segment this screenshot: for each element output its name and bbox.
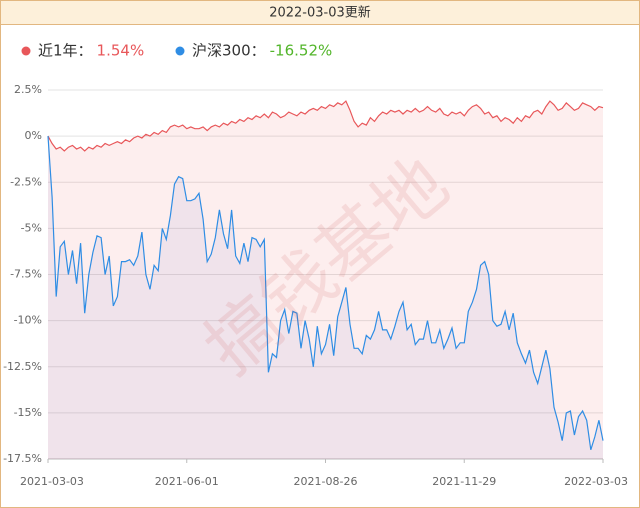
y-tick-label: -5% [21,221,42,234]
x-tick-label: 2022-03-03 [564,475,628,488]
plot: -17.5% -15% -12.5% -10% -7.5% -5% -2.5% 0% 2.5% 2… [3,83,628,488]
x-tick-label: 2021-06-01 [155,475,219,488]
series-area [48,136,603,459]
y-tick-label: 0% [25,129,42,142]
series-line [47,136,604,450]
x-tick-label: 2021-03-03 [20,475,84,488]
y-tick-label: -15% [14,406,42,419]
y-tick-label: 2.5% [14,83,42,96]
y-tick-label: -10% [14,314,42,327]
legend-label: 近1年： [38,42,93,60]
legend-marker [21,46,31,56]
header-bar [0,0,640,25]
y-tick-label: -7.5% [10,268,42,281]
series-line [47,100,604,152]
legend-marker [175,46,185,56]
header-text: 2022-03-03更新 [269,5,371,21]
legend-value: -16.52% [270,42,333,60]
legend-value: 1.54% [97,42,145,60]
x-tick-label: 2021-11-29 [432,475,496,488]
y-tick-label: -12.5% [3,360,42,373]
y-tick-label: -2.5% [10,175,42,188]
legend-label: 沪深300： [192,42,266,60]
series-area [48,101,603,459]
y-tick-label: -17.5% [3,452,42,465]
x-tick-label: 2021-08-26 [294,475,358,488]
